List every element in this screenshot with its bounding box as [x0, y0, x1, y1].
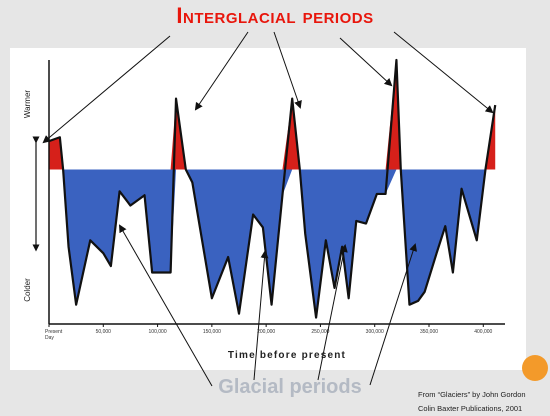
interglacial-arrow: [42, 35, 171, 144]
x-tick-label: 150,000: [203, 329, 221, 335]
credit-line-2: Colin Baxter Publications, 2001: [418, 404, 523, 413]
credit-line-1: From “Glaciers” by John Gordon: [418, 390, 526, 399]
interglacial-arrows: [42, 31, 494, 144]
x-axis-label: Time before present: [228, 350, 346, 361]
x-ticks: Present Day 50,000 100,000 150,000 200,000 250…: [45, 324, 493, 341]
glacial-periods-label: Glacial periods: [218, 376, 362, 398]
glacial-arrow: [317, 244, 348, 381]
temperature-fills: [48, 58, 497, 319]
slide-title: Interglacial periods: [176, 3, 374, 28]
x-tick-label: 50,000: [96, 329, 112, 335]
glacial-arrow: [369, 243, 417, 386]
interglacial-arrow: [339, 37, 393, 87]
x-tick-label-present-day: Present Day: [45, 329, 63, 341]
glacial-arrow: [119, 224, 213, 387]
accent-dot: [522, 355, 548, 381]
x-tick-label: 300,000: [366, 329, 384, 335]
x-tick-label: 400,000: [474, 329, 492, 335]
glacial-arrows: [119, 224, 417, 387]
glacial-arrow: [253, 250, 269, 381]
temperature-line: [48, 58, 497, 319]
x-tick-label: 350,000: [420, 329, 438, 335]
x-tick-label: 200,000: [257, 329, 275, 335]
interglacial-arrow: [393, 31, 494, 114]
y-label-colder: Colder: [23, 278, 32, 302]
x-tick-label: 250,000: [311, 329, 329, 335]
y-label-warmer: Warmer: [23, 90, 32, 118]
glacial-area: [49, 169, 496, 318]
x-tick-label: 100,000: [149, 329, 167, 335]
interglacial-arrow: [273, 31, 302, 109]
interglacial-arrow: [194, 31, 249, 111]
